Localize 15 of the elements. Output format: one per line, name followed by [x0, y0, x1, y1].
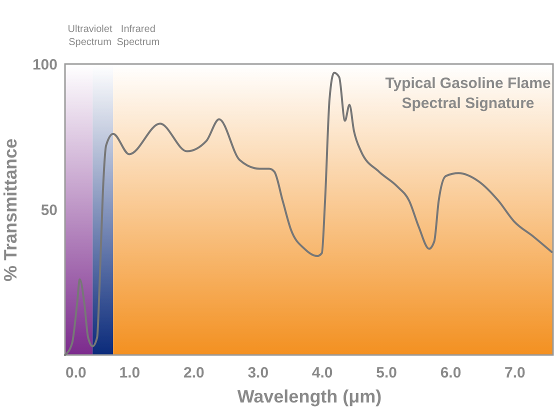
x-axis-title: Wavelength (μm)	[237, 386, 382, 406]
x-tick-label: 5.0	[376, 364, 397, 382]
band-label: Ultraviolet Spectrum	[68, 24, 112, 48]
y-axis-title: % Transmittance	[0, 138, 20, 282]
y-tick-label: 50	[40, 202, 58, 219]
y-tick-label: 100	[32, 56, 58, 74]
x-tick-label: 2.0	[183, 364, 204, 382]
text: Typical Gasoline Flame Spectral Signature	[385, 75, 551, 112]
x-tick-label: 7.0	[504, 364, 526, 382]
x-tick-label: 1.0	[119, 364, 140, 382]
x-tick-label: 4.0	[312, 364, 333, 382]
x-tick-label: 3.0	[248, 364, 269, 382]
x-tick-label: 6.0	[440, 364, 462, 382]
x-tick-label: 0.0	[66, 364, 86, 382]
band-label: Infrared Spectrum	[116, 24, 160, 48]
